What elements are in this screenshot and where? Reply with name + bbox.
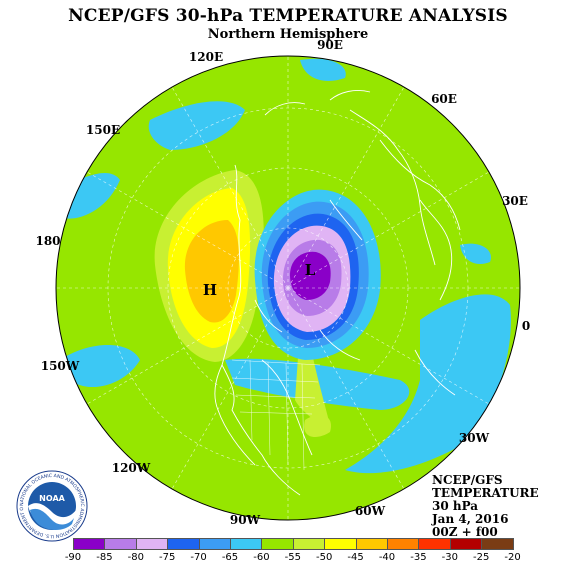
colorbar-tick-label: -90 [64, 552, 82, 563]
coastlines [214, 89, 461, 496]
colorbar-tick-label: -50 [316, 552, 333, 563]
colorbar-tick-label: -35 [410, 552, 427, 563]
cold-area [345, 294, 511, 474]
lon-label-90w: 90W [230, 513, 261, 527]
cold-area [300, 58, 346, 81]
low-pressure-center: L [305, 261, 316, 279]
meridians [56, 56, 520, 520]
colorbar-tick-label: -45 [347, 552, 364, 563]
warm-core [184, 220, 239, 323]
info-source: NCEP/GFS [432, 473, 503, 487]
high-pressure-center: H [203, 281, 217, 299]
lon-label-30w: 30W [459, 431, 490, 445]
colorbar-swatch [355, 538, 388, 550]
colorbar-swatch [104, 538, 137, 550]
info-date: Jan 4, 2016 [432, 512, 509, 526]
lon-label-180: 180 [35, 234, 60, 248]
colorbar-tick-label: -80 [127, 552, 144, 563]
colorbar-tick-label: -65 [221, 552, 239, 563]
lon-label-150e: 150E [86, 123, 120, 137]
lon-label-120e: 120E [189, 50, 223, 64]
colorbar-swatch [418, 538, 451, 550]
colorbar-tick-label: -30 [441, 552, 458, 563]
colorbar-swatch [449, 538, 483, 550]
colorbar-tick-label: -55 [284, 552, 301, 563]
lon-label-30e: 30E [502, 194, 528, 208]
colorbar-swatch [230, 538, 263, 550]
colorbar-tick-label: -70 [190, 552, 207, 563]
colorbar-swatch [261, 538, 294, 550]
colorbar-swatch [292, 538, 326, 550]
lon-label-0: 0 [522, 319, 530, 333]
lon-label-60e: 60E [431, 92, 457, 106]
colorbar-tick-label: -40 [378, 552, 396, 563]
colorbar-swatch [73, 538, 106, 550]
cold-area [148, 101, 245, 150]
colorbar-swatch [387, 538, 420, 550]
warm-area [304, 414, 331, 437]
lon-label-150w: 150W [41, 359, 80, 373]
colorbar-swatch [481, 538, 514, 550]
noaa-logo: NATIONAL OCEANIC AND ATMOSPHERIC ADMINIS… [16, 470, 88, 542]
colorbar-tick-label: -20 [504, 552, 521, 563]
page-subtitle: Northern Hemisphere [207, 27, 369, 42]
temperature-colorbar: -90 -85 -80 -75 -70 -65 -60 -55 -50 -45 -40 -35 -30 -… [60, 538, 521, 568]
noaa-logo-text: NOAA [39, 494, 65, 503]
page-title: NCEP/GFS 30-hPa TEMPERATURE ANALYSIS [68, 6, 508, 26]
cold-area [460, 243, 491, 265]
info-level: 30 hPa [432, 499, 479, 513]
colorbar-swatch [198, 538, 231, 550]
colorbar-swatch [135, 538, 169, 550]
colorbar-tick-label: -75 [159, 552, 176, 563]
cold-area [60, 345, 140, 388]
map-field [56, 56, 520, 520]
state-borders [231, 359, 321, 471]
info-time: 00Z + f00 [432, 525, 498, 539]
map-boundary [55, 55, 521, 521]
colorbar-tick-label: -85 [96, 552, 113, 563]
longitude-labels: 90E 60E 30E 0 30W 60W 90W 120W 150W 180 … [35, 38, 530, 527]
colorbar-swatch [167, 538, 200, 550]
colorbar-tick-label: -25 [473, 552, 490, 563]
lon-label-90e: 90E [317, 38, 343, 52]
colorbar-swatch [324, 538, 357, 550]
info-variable: TEMPERATURE [432, 486, 539, 500]
lon-label-120w: 120W [112, 461, 151, 475]
colorbar-tick-label: -60 [253, 552, 270, 563]
lon-label-60w: 60W [355, 504, 386, 518]
